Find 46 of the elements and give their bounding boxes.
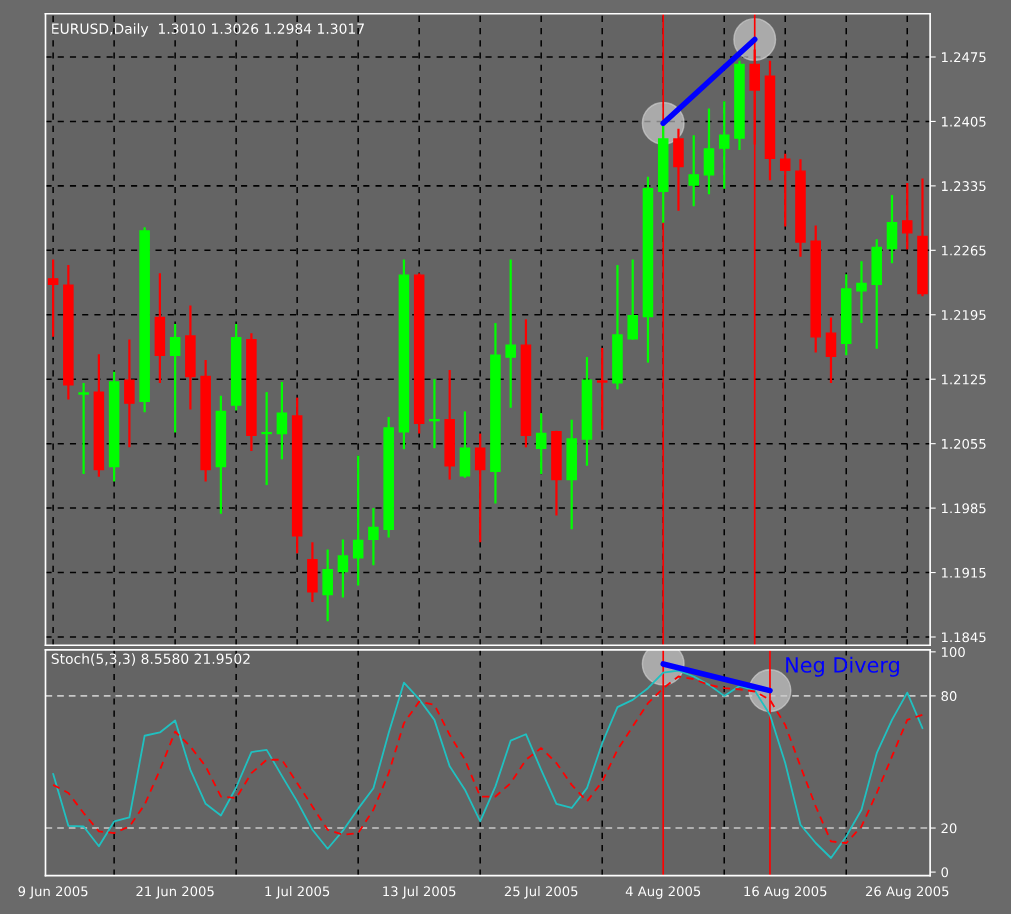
candlestick <box>901 182 913 251</box>
y-tick-label: 0 <box>941 867 949 878</box>
candlestick <box>429 378 440 450</box>
y-tick-label: 20 <box>941 823 957 834</box>
candlestick <box>856 260 867 325</box>
y-tick-label: 80 <box>941 691 957 702</box>
y-tick-label: 1.2195 <box>941 309 986 320</box>
y-tick-label: 1.2125 <box>941 374 986 385</box>
y-tick-label: 1.1915 <box>941 567 986 578</box>
x-tick-label: 1 Jul 2005 <box>265 886 330 899</box>
y-tick-label: 1.1845 <box>941 632 986 643</box>
candlestick <box>352 454 364 587</box>
y-tick-label: 1.2055 <box>941 438 986 449</box>
x-tick-label: 26 Aug 2005 <box>865 886 949 899</box>
y-tick-label: 1.2265 <box>941 245 986 256</box>
candlestick <box>368 507 379 567</box>
candlestick <box>78 381 89 476</box>
candlestick <box>47 258 59 338</box>
candlestick <box>825 316 837 385</box>
chart-title: Stoch(5,3,3) 8.5580 21.9502 <box>51 653 250 666</box>
candlestick <box>688 134 699 208</box>
x-tick-label: 9 Jun 2005 <box>18 886 88 899</box>
candlestick <box>596 346 608 431</box>
x-tick-label: 21 Jun 2005 <box>136 886 214 899</box>
candlestick <box>535 412 547 476</box>
candlestick <box>337 538 349 599</box>
candlestick <box>505 258 516 409</box>
y-tick-label: 100 <box>941 647 965 658</box>
y-tick-label: 1.2335 <box>941 181 986 192</box>
candlestick <box>261 390 272 487</box>
x-tick-label: 4 Aug 2005 <box>625 886 701 899</box>
candlestick <box>169 322 181 434</box>
candlestick <box>627 258 638 341</box>
candlestick <box>124 338 135 449</box>
text: EURUSD,Daily 1.3010 1.3026 1.2984 1.3017 <box>52 23 364 37</box>
x-tick-label: 16 Aug 2005 <box>744 886 827 899</box>
candlestick <box>718 100 730 190</box>
candlestick <box>474 432 486 544</box>
y-tick-label: 1.2405 <box>941 116 986 127</box>
annotation: Neg Diverg <box>786 656 899 677</box>
x-tick-label: 25 Jul 2005 <box>504 886 578 899</box>
x-tick-label: 13 Jul 2005 <box>383 886 456 899</box>
y-tick-label: 1.2475 <box>941 52 986 63</box>
candlestick <box>779 152 791 228</box>
y-tick-label: 1.1985 <box>941 503 986 514</box>
candlestick <box>276 380 288 461</box>
